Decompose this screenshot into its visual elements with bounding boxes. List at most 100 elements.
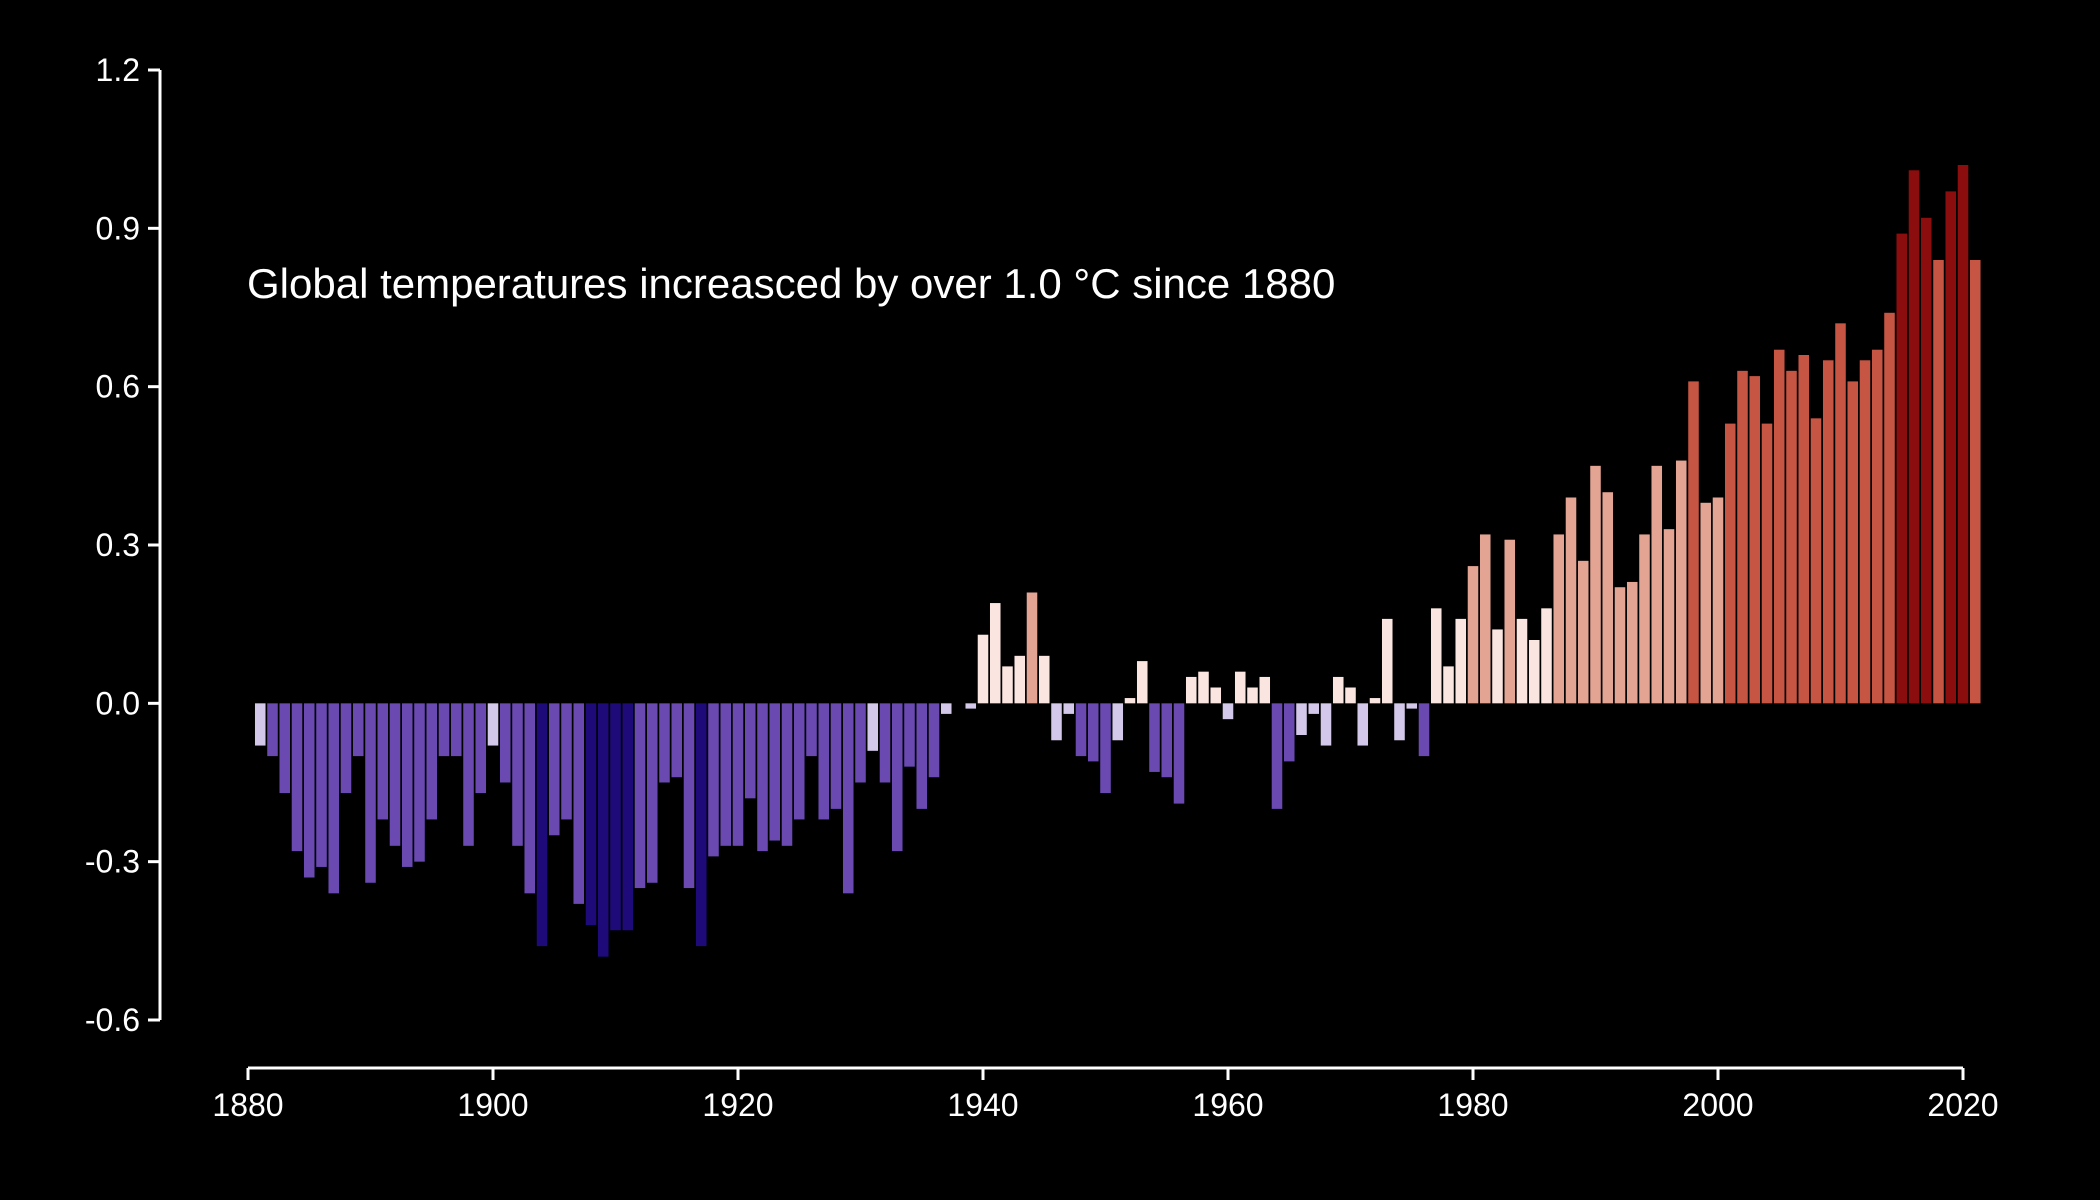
bar-1899 <box>475 703 487 794</box>
bar-1935 <box>916 703 928 809</box>
bar-1973 <box>1381 618 1393 704</box>
bar-1990 <box>1590 465 1601 704</box>
x-tick-label: 2020 <box>1927 1087 1998 1123</box>
bar-1999 <box>1700 502 1712 704</box>
bar-1971 <box>1357 703 1369 746</box>
bar-1976 <box>1418 703 1430 757</box>
bar-2012 <box>1859 360 1871 704</box>
bar-2018 <box>1933 260 1944 704</box>
bar-1983 <box>1504 539 1516 704</box>
bar-1925 <box>793 703 805 820</box>
bar-2007 <box>1798 355 1810 704</box>
bar-1937 <box>940 703 952 714</box>
y-tick-label: 1.2 <box>96 52 140 88</box>
bar-1952 <box>1124 698 1136 704</box>
x-tick-label: 1940 <box>947 1087 1018 1123</box>
bar-2009 <box>1822 360 1834 704</box>
y-tick-label: 0.6 <box>96 369 140 405</box>
bar-1948 <box>1075 703 1087 757</box>
bar-2008 <box>1810 418 1822 704</box>
bar-2011 <box>1847 381 1859 704</box>
bar-1981 <box>1479 534 1491 704</box>
bar-2021 <box>1969 260 1981 704</box>
bar-1951 <box>1112 703 1124 741</box>
bar-1934 <box>904 703 915 767</box>
bar-1926 <box>806 703 817 757</box>
bar-2010 <box>1835 323 1846 704</box>
bar-1998 <box>1688 381 1699 704</box>
y-tick-label: 0.9 <box>96 210 140 246</box>
bar-1943 <box>1014 655 1026 704</box>
bar-1968 <box>1320 703 1332 746</box>
bar-1964 <box>1271 703 1283 809</box>
bar-1957 <box>1185 676 1197 704</box>
bar-1932 <box>879 703 891 783</box>
bar-1922 <box>757 703 768 852</box>
y-axis: 1.2 0.9 0.6 0.3 0.0 -0.3 -0.6 <box>85 52 162 1038</box>
y-tick-label: -0.6 <box>85 1002 140 1038</box>
x-axis: 1880 1900 1920 1940 1960 1980 2000 2020 <box>212 1066 1999 1123</box>
bar-2015 <box>1896 233 1908 704</box>
bar-1969 <box>1332 676 1344 704</box>
bar-1912 <box>634 703 646 889</box>
bar-1956 <box>1173 703 1185 804</box>
bar-2001 <box>1724 423 1736 704</box>
bar-1881 <box>254 703 266 746</box>
bar-1985 <box>1528 640 1540 704</box>
bar-1915 <box>671 703 683 778</box>
bar-1920 <box>732 703 744 846</box>
bar-1889 <box>352 703 364 757</box>
bar-1960 <box>1222 703 1234 720</box>
bar-2003 <box>1749 376 1761 704</box>
bar-1890 <box>365 703 376 883</box>
bar-1942 <box>1002 666 1013 704</box>
bar-1953 <box>1136 661 1148 704</box>
bar-1945 <box>1038 655 1050 704</box>
bar-1919 <box>720 703 732 846</box>
bar-1989 <box>1577 560 1589 704</box>
bar-1924 <box>781 703 793 846</box>
bar-1959 <box>1210 687 1222 704</box>
bar-1965 <box>1283 703 1295 762</box>
bar-1893 <box>401 703 413 867</box>
bar-1909 <box>597 703 609 957</box>
bar-1891 <box>377 703 389 820</box>
bar-1904 <box>536 703 548 947</box>
bar-1910 <box>610 703 621 931</box>
bar-1979 <box>1455 618 1467 704</box>
bar-2000 <box>1712 497 1724 704</box>
bar-2005 <box>1773 349 1785 704</box>
bar-1984 <box>1516 618 1528 704</box>
chart-annotation: Global temperatures increasced by over 1… <box>247 260 1335 307</box>
bar-1905 <box>548 703 560 836</box>
bar-1949 <box>1087 703 1099 762</box>
bar-1939 <box>965 703 977 709</box>
bar-1894 <box>414 703 425 862</box>
x-tick-label: 1980 <box>1437 1087 1508 1123</box>
bar-1936 <box>928 703 940 778</box>
bar-1916 <box>683 703 695 889</box>
bar-1967 <box>1308 703 1320 714</box>
bar-1928 <box>830 703 842 809</box>
bar-1992 <box>1614 587 1626 704</box>
bar-1918 <box>708 703 719 857</box>
bar-1885 <box>303 703 315 878</box>
bar-1883 <box>279 703 291 794</box>
bar-1930 <box>855 703 866 783</box>
bar-1901 <box>499 703 511 783</box>
bar-1993 <box>1626 581 1638 704</box>
bar-2014 <box>1884 312 1895 704</box>
bar-1963 <box>1259 676 1271 704</box>
bar-1944 <box>1026 592 1038 704</box>
bar-2013 <box>1871 349 1883 704</box>
bar-1997 <box>1675 460 1687 704</box>
bar-1987 <box>1553 534 1565 704</box>
bar-1950 <box>1100 703 1111 794</box>
bar-1972 <box>1369 698 1381 704</box>
bar-1888 <box>340 703 352 794</box>
bar-1917 <box>695 703 707 947</box>
bar-1895 <box>426 703 438 820</box>
x-tick-label: 1880 <box>212 1087 283 1123</box>
bars-group <box>254 165 1981 957</box>
bar-1913 <box>646 703 658 883</box>
